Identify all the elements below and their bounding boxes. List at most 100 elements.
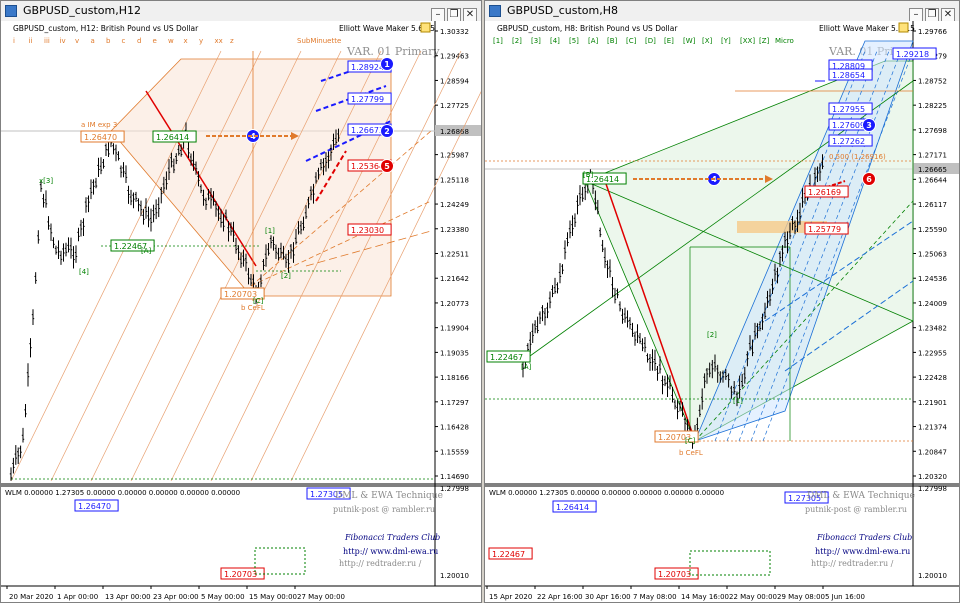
window-titlebar[interactable]: GBPUSD_custom,H8 – ❐ ✕ (485, 1, 959, 22)
chart-window-icon (5, 5, 17, 17)
wave-label-2: [3] (531, 37, 541, 45)
price-tick-label: 1.23482 (918, 325, 947, 333)
minimize-button[interactable]: – (909, 8, 923, 22)
price-tick-label: 1.25987 (440, 152, 469, 160)
wave-marker-5 (380, 159, 394, 173)
price-tick-label: 1.26644 (918, 176, 947, 184)
annotation-top: a IM exp 3 (81, 121, 117, 129)
price-tick-label: 1.20773 (440, 300, 469, 308)
wave-label-5: [A] (588, 37, 599, 45)
sub-price-tick: 1.27998 (440, 485, 469, 493)
level-label: 1.29218 (896, 50, 929, 59)
expert-name: Elliott Wave Maker 5.61.5 (339, 24, 435, 33)
swing-price-label: 1.20703 (658, 433, 691, 442)
sub-level-label-box (74, 499, 119, 512)
time-tick-label: 22 May 00:00 (729, 593, 777, 601)
level-label: 1.25364 (351, 162, 384, 171)
wlm-zone-box (689, 550, 771, 576)
chart-window-h12[interactable]: GBPUSD_custom,H12 – ❐ ✕ GBPUSD_custom, H12… (0, 0, 482, 603)
wave-marker-1 (380, 57, 394, 71)
price-tick-label: 1.17297 (440, 399, 469, 407)
time-tick-label: 15 Apr 2020 (489, 593, 532, 601)
wave-label-10: w (168, 37, 174, 45)
sub-level-label-box (488, 547, 533, 560)
restore-button[interactable]: ❐ (925, 8, 939, 22)
time-tick-label: 13 Apr 00:00 (105, 593, 151, 601)
fib-fan-line (170, 50, 382, 482)
fib-fan-line (130, 50, 342, 482)
wave-label-11: [X] (702, 37, 713, 45)
channel-line (694, 200, 914, 442)
price-tick-label: 1.25063 (918, 251, 947, 259)
wave-label-8: [D] (645, 37, 656, 45)
fib-zone-fill (110, 58, 392, 297)
sub-level-label-box (784, 491, 829, 504)
wave-label-0: i (13, 37, 15, 45)
wave-label-9: [E] (664, 37, 674, 45)
wave-marker-label: 2 (384, 127, 390, 136)
level-label: 1.27799 (351, 95, 384, 104)
wave-marker-label: 6 (866, 175, 872, 184)
price-tick-label: 1.28225 (918, 102, 947, 110)
wave-mark: [A] (521, 363, 532, 371)
wave-mark: x[3] (39, 177, 53, 185)
watermark-title: DML & EWA Technique (807, 491, 915, 501)
fib-fan-line (250, 50, 462, 482)
close-button[interactable]: ✕ (941, 8, 955, 22)
wave-label-6: b (106, 37, 111, 45)
projection-line (305, 230, 432, 267)
annotation-bottom: b CeFL (679, 449, 703, 457)
wave-mark: [2] (707, 331, 717, 339)
chart-window-h8[interactable]: GBPUSD_custom,H8 – ❐ ✕ GBPUSD_custom, H8: … (484, 0, 960, 603)
current-price-label: 1.26868 (440, 128, 469, 136)
wave-marker-2 (380, 124, 394, 138)
sub-level-label: 1.20703 (224, 570, 257, 579)
expert-name: Elliott Wave Maker 5.61.5 (819, 24, 915, 33)
time-tick-label: 27 May 00:00 (297, 593, 345, 601)
current-price-box (913, 163, 959, 174)
projection-line (784, 280, 914, 372)
sub-level-label-box (552, 500, 597, 513)
wave-mark: [4] (79, 268, 89, 276)
watermark-email: putnik-post @ rambler.ru (333, 505, 435, 514)
price-tick-label: 1.19035 (440, 349, 469, 357)
sub-level-label: 1.27305 (788, 494, 821, 503)
chart-window-icon (489, 5, 501, 17)
minimize-button[interactable]: – (431, 8, 445, 22)
swing-price-label-box (152, 130, 197, 143)
price-chart[interactable]: GBPUSD_custom, H8: British Pound vs US D… (485, 21, 960, 603)
price-tick-label: 1.18166 (440, 374, 469, 382)
price-tick-label: 1.22428 (918, 374, 947, 382)
price-tick-label: 1.28594 (440, 77, 469, 85)
variant-label: VAR. 01 Primary (346, 45, 440, 58)
window-titlebar[interactable]: GBPUSD_custom,H12 – ❐ ✕ (1, 1, 481, 22)
sub-level-label: 1.22467 (492, 550, 525, 559)
sub-price-tick: 1.20010 (918, 572, 947, 580)
watermark-url: http:// www.dml-ewa.ru (815, 547, 910, 556)
fib-fan-line (50, 50, 262, 482)
swing-price-label: 1.20703 (224, 290, 257, 299)
sub-level-label-box (306, 487, 351, 500)
swing-price-label: 1.26414 (156, 133, 189, 142)
window-title: GBPUSD_custom,H8 (507, 4, 618, 17)
wave-marker-label: 3 (866, 121, 872, 130)
close-button[interactable]: ✕ (463, 8, 477, 22)
price-tick-label: 1.25590 (918, 226, 947, 234)
watermark-club: Fibonacci Traders Club (344, 533, 440, 542)
price-tick-label: 1.14690 (440, 473, 469, 481)
price-tick-label: 1.22511 (440, 251, 469, 259)
level-label: 1.26169 (808, 188, 841, 197)
restore-button[interactable]: ❐ (447, 8, 461, 22)
price-chart[interactable]: GBPUSD_custom, H12: British Pound vs US … (1, 21, 482, 603)
swing-price-label: 1.22467 (114, 242, 147, 251)
wave-label-5: a (91, 37, 95, 45)
level-label-box (892, 47, 937, 60)
wave-marker-label: 1 (384, 60, 390, 69)
chart-symbol-header: GBPUSD_custom, H8: British Pound vs US D… (497, 24, 678, 33)
price-tick-label: 1.29766 (918, 28, 947, 36)
time-tick-label: 5 May 00:00 (201, 593, 245, 601)
wlm-indicator-header: WLM 0.00000 1.27305 0.00000 0.00000 0.00… (489, 489, 724, 497)
trend-line (604, 180, 696, 442)
wave-marker-6 (862, 172, 876, 186)
wave-label-9: e (153, 37, 157, 45)
